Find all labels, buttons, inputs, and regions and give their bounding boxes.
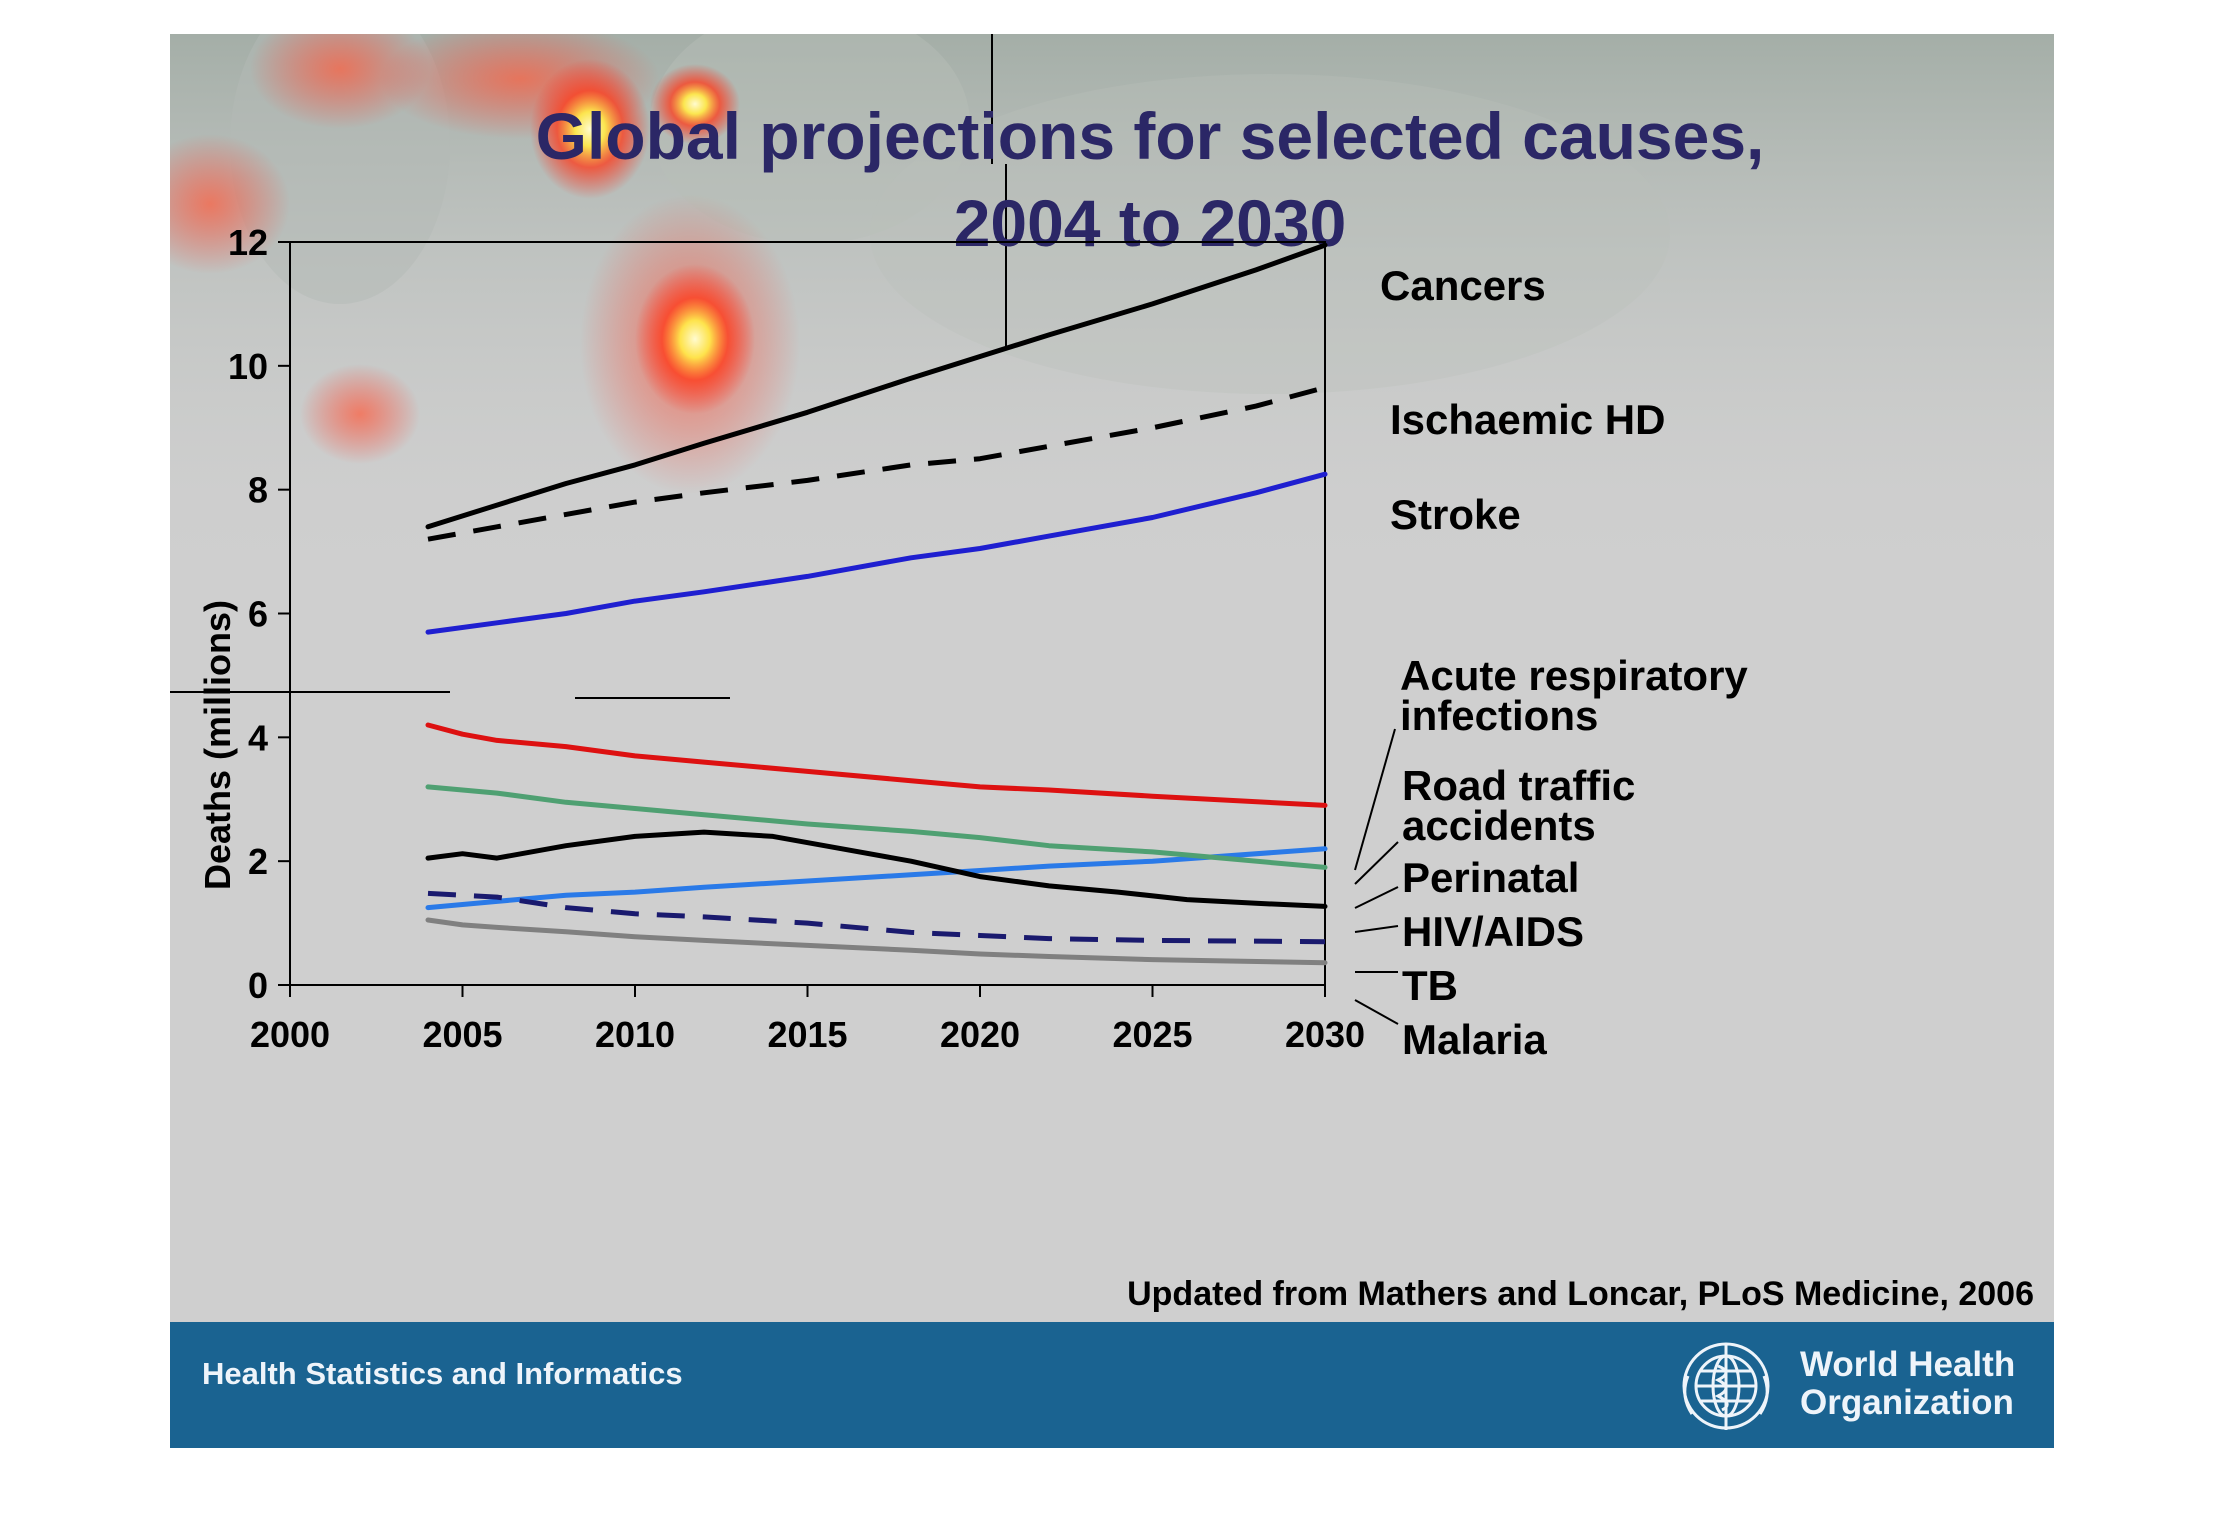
slide: Global projections for selected causes, … xyxy=(170,34,2054,1448)
series-label-line: TB xyxy=(1402,962,1458,1009)
x-tick-label: 2015 xyxy=(767,1014,847,1055)
series-line-stroke xyxy=(425,471,1328,635)
series-label-line: Stroke xyxy=(1390,491,1521,538)
label-leader-line xyxy=(1354,925,1399,933)
series-label-ischaemic-hd: Ischaemic HD xyxy=(1390,396,1665,443)
y-tick-label: 6 xyxy=(248,594,268,635)
x-tick-label: 2010 xyxy=(595,1014,675,1055)
series-line-road-traffic-accidents xyxy=(425,846,1328,911)
chart-title-line2: 2004 to 2030 xyxy=(954,186,1347,260)
series-label-road-traffic-accidents: Road traffic accidents xyxy=(1402,762,1635,849)
series-line-perinatal xyxy=(425,784,1328,870)
y-tick-label: 8 xyxy=(248,470,268,511)
axes: 0 2 4 6 8 10 12 2000 2005 2010 2015 2020 2025 2030 xyxy=(228,222,1365,1055)
plot-area xyxy=(289,241,1326,986)
y-tick-label: 2 xyxy=(248,841,268,882)
x-tick-label: 2020 xyxy=(940,1014,1020,1055)
series-label-line: Perinatal xyxy=(1402,854,1579,901)
x-tick-label: 2000 xyxy=(250,1014,330,1055)
series-line-acute-respiratory-infections xyxy=(425,722,1328,808)
series-line-ischaemic-hd xyxy=(427,385,1326,542)
y-axis-title: Deaths (millions) xyxy=(197,600,238,890)
who-name: World Health Organization xyxy=(1800,1346,2040,1422)
footer-bar: Health Statistics and Informatics World … xyxy=(170,1322,2054,1448)
series-line-tb xyxy=(427,890,1326,945)
series-label-line: accidents xyxy=(1402,802,1596,849)
series-line-hiv-aids xyxy=(425,829,1328,909)
slide-background xyxy=(170,34,2054,699)
series-label-line: infections xyxy=(1400,692,1598,739)
series-label-acute-respiratory-infections: Acute respiratory infections xyxy=(1400,652,1748,739)
label-leader-line xyxy=(1354,999,1399,1025)
y-tick-label: 10 xyxy=(228,346,268,387)
series-label-hiv-aids: HIV/AIDS xyxy=(1402,908,1584,955)
y-tick-label: 12 xyxy=(228,222,268,263)
series-label-malaria: Malaria xyxy=(1402,1016,1547,1063)
series-label-line: Malaria xyxy=(1402,1016,1547,1063)
series-label-line: Cancers xyxy=(1380,262,1546,309)
series-lines xyxy=(425,242,1328,966)
who-emblem-icon xyxy=(1682,1342,1770,1430)
x-tick-label: 2030 xyxy=(1285,1014,1365,1055)
who-name-line1: World Health xyxy=(1800,1345,2016,1384)
series-label-line: Road traffic xyxy=(1402,762,1635,809)
series-label-line: HIV/AIDS xyxy=(1402,908,1584,955)
chart-title-line1: Global projections for selected causes, xyxy=(536,99,1765,173)
x-tick-label: 2005 xyxy=(422,1014,502,1055)
label-leader-line xyxy=(1354,728,1396,871)
x-tick-label: 2025 xyxy=(1112,1014,1192,1055)
source-note: Updated from Mathers and Loncar, PLoS Me… xyxy=(1127,1275,2034,1313)
series-label-perinatal: Perinatal xyxy=(1402,854,1579,901)
series-labels: Cancers Ischaemic HD Stroke Acute respirato… xyxy=(1354,262,1748,1063)
series-label-cancers: Cancers xyxy=(1380,262,1546,309)
footer-text: Health Statistics and Informatics xyxy=(202,1356,683,1391)
chart: Global projections for selected causes, … xyxy=(197,99,2034,1313)
series-label-line: Ischaemic HD xyxy=(1390,396,1665,443)
series-line-cancers xyxy=(425,242,1328,530)
y-tick-label: 4 xyxy=(248,717,268,758)
label-leader-line xyxy=(1354,841,1399,885)
series-label-tb: TB xyxy=(1402,962,1458,1009)
series-label-stroke: Stroke xyxy=(1390,491,1521,538)
label-leader-line xyxy=(1354,886,1399,909)
series-label-line: Acute respiratory xyxy=(1400,652,1748,699)
y-tick-label: 0 xyxy=(248,965,268,1006)
series-line-malaria xyxy=(425,917,1328,966)
who-name-line2: Organization xyxy=(1800,1383,2014,1422)
